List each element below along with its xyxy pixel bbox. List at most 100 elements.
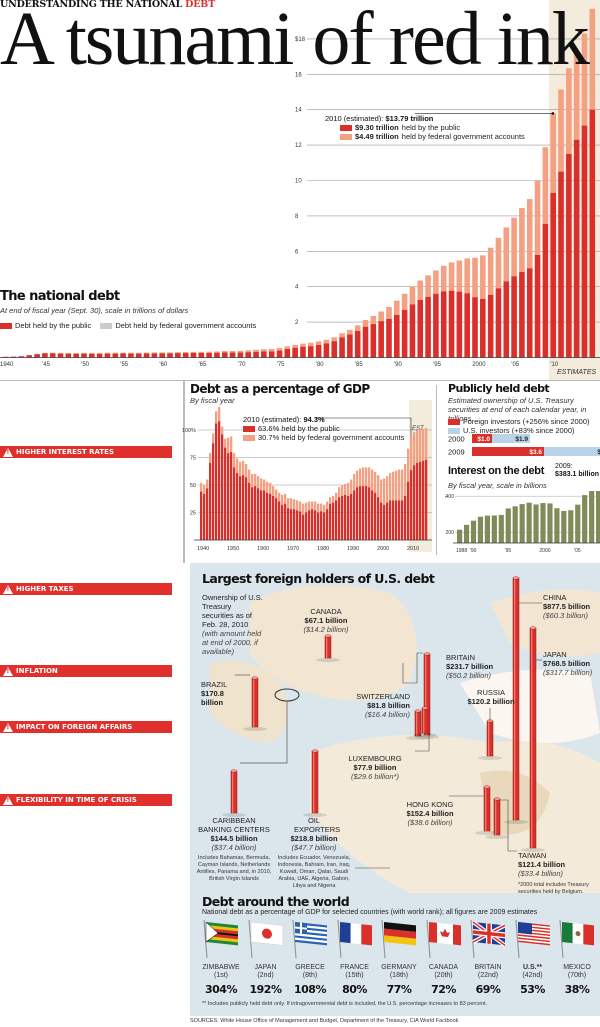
bar-public	[214, 352, 220, 358]
cylinder-top	[512, 576, 520, 580]
y-tick-label: 2	[295, 320, 299, 326]
cylinder-shadow	[406, 736, 430, 740]
cylinder-shadow	[478, 756, 502, 760]
bar-federal	[261, 349, 267, 352]
cylinder-shadow	[303, 813, 327, 817]
bar-federal	[347, 482, 350, 496]
country-japan: JAPAN (2nd) 192%	[244, 918, 288, 996]
bar-federal	[135, 352, 142, 354]
bar-public	[347, 496, 350, 540]
cylinder-highlight	[253, 678, 255, 727]
bar-public	[409, 304, 416, 358]
cylinder-top	[529, 626, 537, 630]
y-tick-label: 16	[295, 72, 302, 78]
bar-federal	[407, 448, 410, 482]
bar-public	[347, 334, 353, 358]
country-mexico: MEXICO (70th) 38%	[555, 918, 599, 996]
cylinder-highlight	[514, 578, 516, 820]
bar-interest	[547, 503, 553, 543]
cylinder-top	[311, 749, 319, 753]
bar-public	[581, 125, 588, 358]
cylinder-canada	[324, 635, 332, 659]
x-tick-label: '10	[550, 362, 558, 368]
map-title: Largest foreign holders of U.S. debt	[202, 571, 435, 586]
cylinder-shadow	[504, 820, 528, 824]
france-flag-icon	[336, 919, 372, 958]
value-label: $1.9	[515, 436, 528, 443]
y-tick-label: $18	[295, 37, 306, 43]
bar-federal	[326, 501, 329, 510]
bar-public	[18, 356, 25, 358]
bar-federal	[341, 485, 344, 496]
bar-federal	[359, 468, 362, 487]
bar-public	[380, 502, 383, 540]
bar-public	[526, 268, 533, 358]
bar-federal	[224, 438, 227, 448]
bar-federal	[302, 503, 305, 515]
bar-public	[341, 496, 344, 540]
bar-public	[209, 463, 212, 540]
bar-public	[293, 509, 296, 540]
bar-public	[407, 481, 410, 540]
bar-federal	[350, 479, 353, 494]
label-britain: BRITAIN $231.7 billion ($50.2 billion)	[446, 653, 494, 680]
x-tick-label: '95	[433, 362, 441, 368]
y-tick-label: 50	[190, 483, 196, 489]
bar-public	[320, 511, 323, 540]
bar-public	[410, 470, 413, 540]
bar-federal	[331, 337, 338, 342]
bar-public	[356, 487, 359, 540]
title-part: A tsunami	[0, 0, 294, 81]
y-tick-label: 12	[295, 143, 302, 149]
bar-public	[269, 493, 272, 540]
bar-federal	[419, 430, 422, 462]
bar-public	[344, 494, 347, 540]
cylinder-shadow	[243, 727, 267, 731]
bar-interest	[533, 504, 539, 543]
bar-federal	[236, 458, 239, 473]
bar-public	[534, 254, 541, 358]
bar-federal	[104, 352, 111, 354]
year-label: 2000	[448, 435, 465, 444]
bar-public	[224, 447, 227, 540]
bar-federal	[589, 8, 596, 110]
bar-public	[26, 355, 33, 358]
legend-swatch-federal	[100, 322, 113, 329]
bar-public	[332, 502, 335, 540]
cylinder-shadow	[521, 848, 545, 852]
bar-federal	[278, 492, 281, 502]
warning-icon	[3, 584, 13, 594]
cylinder-top	[414, 709, 422, 713]
bar-federal	[281, 494, 284, 505]
gdp-title: Debt as a percentage of GDP	[190, 382, 370, 396]
cylinder-top	[423, 652, 431, 656]
warning-icon	[3, 722, 13, 732]
bar-federal	[311, 501, 314, 510]
gdp-annotation: 2010 (estimated): 94.3% 63.6% held by th…	[243, 415, 405, 442]
bar-interest	[582, 495, 588, 543]
bar-federal	[290, 498, 293, 510]
label-taiwan: TAIWAN $121.4 billion ($33.4 billion)	[518, 851, 566, 878]
bar-interest	[484, 515, 490, 543]
bar-federal	[404, 464, 407, 496]
bar-federal	[398, 469, 401, 501]
bar-federal	[425, 275, 431, 297]
bar-public	[233, 467, 236, 540]
bar-federal	[368, 467, 371, 488]
label-switzerland: SWITZERLAND $81.8 billion ($16.4 billion)	[356, 692, 410, 719]
bar-public	[404, 496, 407, 540]
bar-public	[401, 309, 408, 358]
x-tick-label: 2000	[377, 546, 389, 552]
bar-public	[263, 490, 266, 540]
canada-flag-icon	[425, 919, 461, 958]
bar-public	[135, 353, 142, 358]
y-tick-label: $400	[445, 494, 454, 500]
bar-public	[10, 356, 17, 358]
bar-federal	[314, 501, 317, 511]
bar-federal	[362, 319, 369, 327]
bar-public	[190, 352, 197, 358]
bar-federal	[354, 325, 361, 331]
bar-federal	[401, 293, 408, 310]
bar-public	[365, 486, 368, 540]
bar-public	[589, 109, 596, 358]
